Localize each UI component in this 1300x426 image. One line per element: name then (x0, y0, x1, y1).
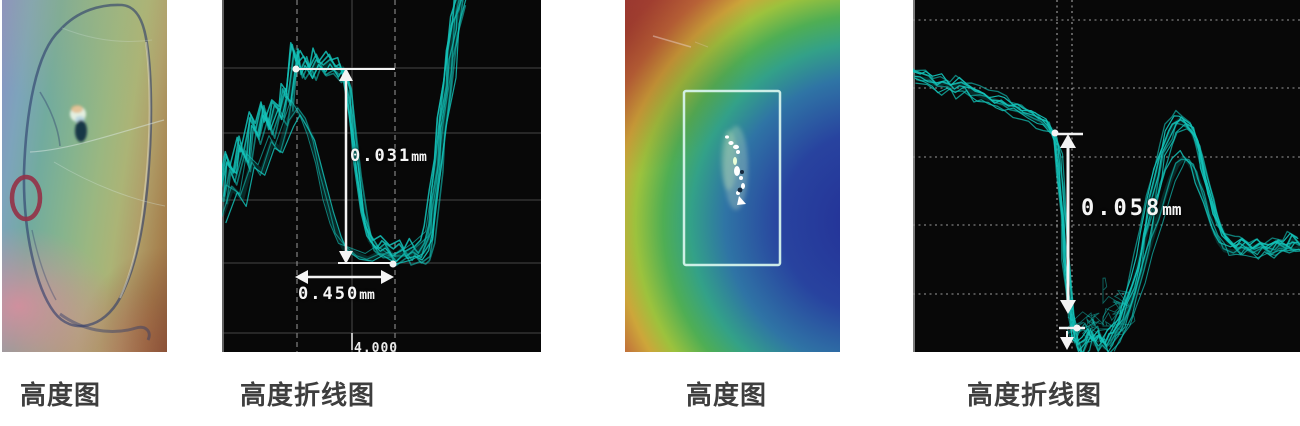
pit-halo-warm (71, 105, 83, 113)
contour-left-small (39, 91, 61, 147)
measurement-label-depth: 0.058mm (1081, 196, 1182, 221)
height-map-1 (2, 0, 167, 352)
arrowhead-right (381, 270, 394, 284)
caption-height-map-1: 高度图 (20, 380, 102, 410)
contour-inner-right (119, 41, 151, 299)
surface-scratch (694, 41, 709, 48)
arrowhead-down (1060, 300, 1076, 314)
profile-1-measure-annotations (292, 65, 397, 350)
profile-2-measure-annotations (1051, 129, 1085, 350)
height-profile-chart-1: 0.031mm 0.450mm 4.000 (222, 0, 541, 352)
x-axis-tick-label: 4.000 (354, 341, 399, 352)
arrowhead-down (339, 251, 353, 264)
defect-specks (725, 135, 746, 205)
measure-point-dot (292, 65, 300, 73)
measure-point-dot (1073, 324, 1081, 332)
contour-bottom-squiggle (59, 312, 151, 341)
caption-height-map-2: 高度图 (686, 380, 768, 410)
contour-outline (22, 3, 153, 328)
contour-left-small (31, 229, 57, 301)
pit-dark-spot (75, 120, 87, 142)
surface-scratch (53, 161, 166, 207)
surface-scratch (29, 119, 165, 153)
arrowhead-left (295, 270, 308, 284)
arrowhead-up (339, 68, 353, 81)
caption-height-profile-2: 高度折线图 (967, 380, 1103, 410)
caption-height-profile-1: 高度折线图 (240, 380, 376, 410)
roi-rectangle (682, 89, 782, 267)
surface-scratch (652, 35, 692, 48)
arrowhead-down-secondary (1060, 337, 1074, 350)
profile-2-traces (913, 0, 1300, 352)
height-profile-chart-2: 0.058mm (913, 0, 1300, 352)
measure-point-dot (1051, 129, 1059, 137)
height-map-2-overlay (652, 35, 782, 267)
defect-glow (721, 130, 737, 190)
height-map-2 (625, 0, 840, 352)
arrowhead-up (1060, 134, 1076, 148)
defect-marker-ellipse (9, 174, 43, 222)
surface-scratch (61, 27, 153, 42)
height-map-1-overlay (9, 3, 166, 341)
measurement-label-width: 0.450mm (298, 284, 375, 304)
measurement-label-depth: 0.031mm (350, 146, 427, 166)
